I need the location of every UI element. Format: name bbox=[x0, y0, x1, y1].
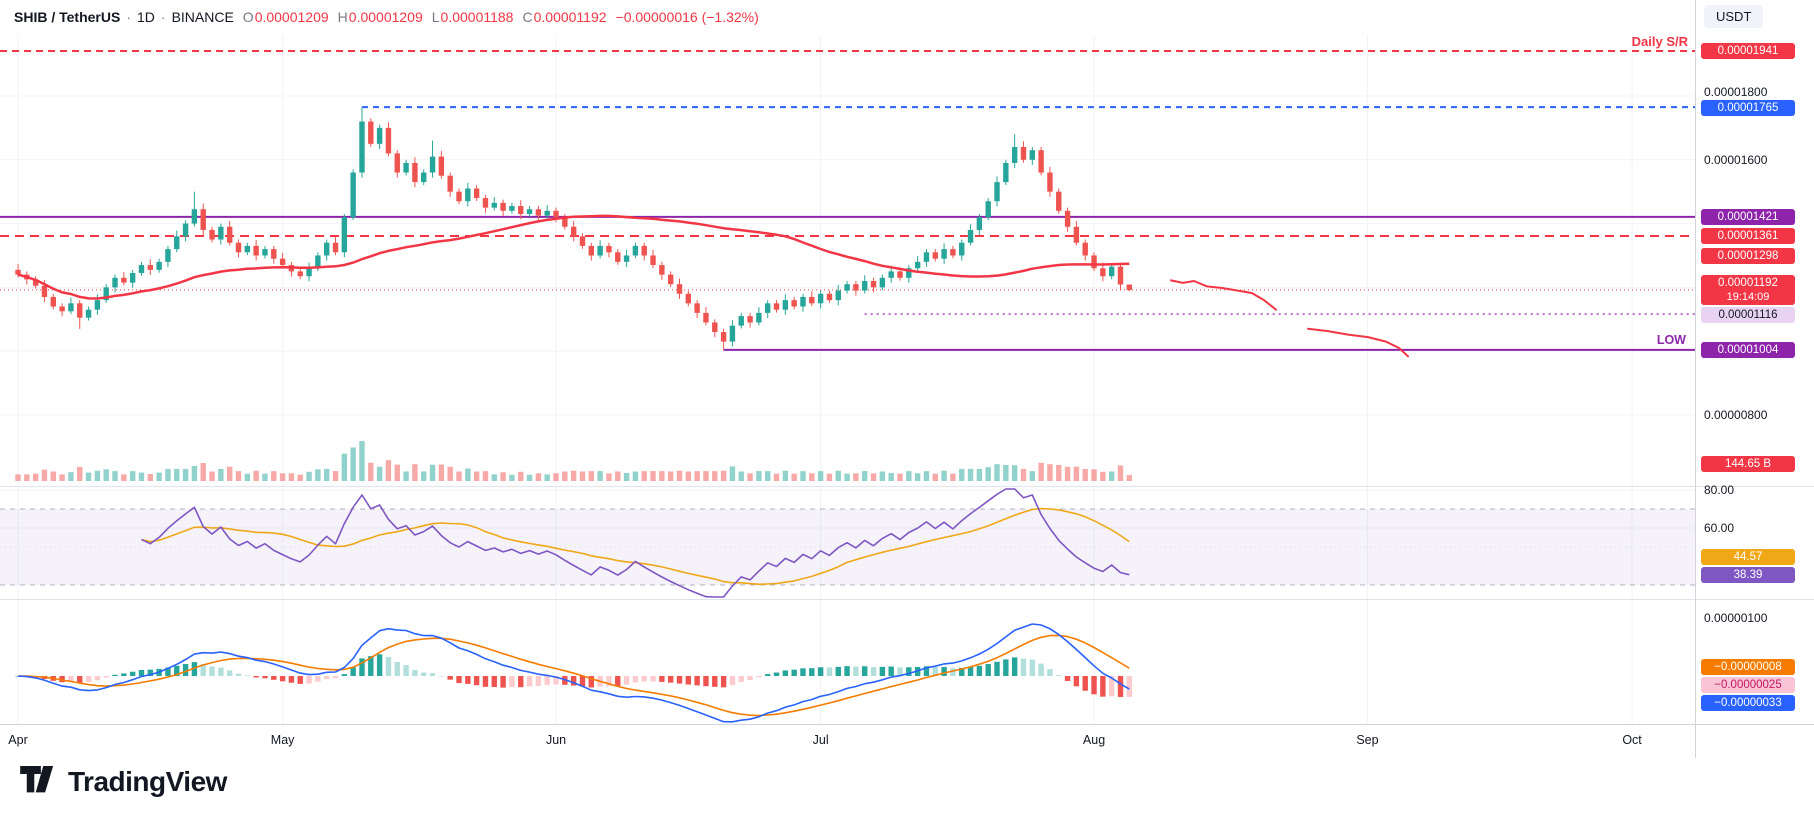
macd-hist-value-badge: −0.00000025 bbox=[1701, 677, 1795, 693]
macd-value-badge: −0.00000033 bbox=[1701, 695, 1795, 711]
interval-label[interactable]: 1D bbox=[136, 9, 155, 25]
price-scale-label: 0.00000100 bbox=[1704, 611, 1768, 625]
rsi-band bbox=[0, 508, 1695, 586]
price-scale-label: 0.00001600 bbox=[1704, 153, 1768, 167]
time-axis-label-sep: Sep bbox=[1356, 733, 1379, 747]
separator-dot: · bbox=[126, 9, 131, 25]
high-value: 0.00001209 bbox=[348, 9, 423, 25]
low-label: LOW bbox=[1657, 333, 1686, 347]
time-axis-label-may: May bbox=[270, 733, 295, 747]
price-scale[interactable]: 0.00001800 0.00001600 0.00000800 80.00 60.00… bbox=[1695, 0, 1814, 758]
daily-sr-label: Daily S/R bbox=[1632, 34, 1689, 49]
chart-header: SHIB / TetherUS · 1D · BINANCE O 0.000012… bbox=[0, 0, 1695, 34]
pane-separator[interactable] bbox=[0, 599, 1814, 600]
footer: TradingView bbox=[20, 766, 227, 798]
pane-separator[interactable] bbox=[0, 486, 1814, 487]
last-price-badge: 0.00001192 19:14:09 bbox=[1701, 275, 1795, 305]
time-axis-label-jul: Jul bbox=[812, 733, 829, 747]
separator-dot: · bbox=[160, 9, 166, 25]
ohlc-low: L 0.00001188 bbox=[432, 9, 514, 25]
price-scale-label: 0.00001800 bbox=[1704, 85, 1768, 99]
level-badge-1421: 0.00001421 bbox=[1701, 209, 1795, 225]
candles bbox=[15, 107, 1133, 350]
level-badge-1116: 0.00001116 bbox=[1701, 307, 1795, 323]
chart-annotations: Daily S/R LOW bbox=[1632, 34, 1689, 347]
low-label: L bbox=[431, 9, 440, 25]
open-value: 0.00001209 bbox=[254, 9, 329, 25]
level-lines bbox=[0, 50, 1695, 351]
macd-pane bbox=[15, 623, 1133, 723]
close-value: 0.00001192 bbox=[533, 9, 607, 25]
level-badge-1765: 0.00001765 bbox=[1701, 100, 1795, 116]
change-value: −0.00000016 (−1.32%) bbox=[615, 9, 759, 25]
time-axis-label-jun: Jun bbox=[545, 733, 567, 747]
time-axis-label-oct: Oct bbox=[1622, 733, 1642, 747]
macd-signal-value-badge: −0.00000008 bbox=[1701, 659, 1795, 675]
ma-value-badge: 0.00001298 bbox=[1701, 248, 1795, 264]
high-label: H bbox=[337, 9, 348, 25]
level-badge-1361: 0.00001361 bbox=[1701, 228, 1795, 244]
main-chart[interactable]: Daily S/R LOW bbox=[0, 0, 1695, 758]
price-scale-label: 0.00000800 bbox=[1704, 408, 1768, 422]
currency-toggle[interactable]: USDT bbox=[1704, 5, 1764, 28]
ma-line bbox=[17, 214, 1130, 300]
time-axis-label-apr: Apr bbox=[8, 733, 28, 747]
brand-name: TradingView bbox=[68, 766, 227, 797]
tradingview-logo[interactable] bbox=[20, 766, 58, 798]
price-scale-label: 60.00 bbox=[1704, 521, 1735, 535]
gridlines bbox=[0, 35, 1695, 724]
symbol-name[interactable]: SHIB / TetherUS bbox=[14, 9, 121, 25]
price-scale-label: 80.00 bbox=[1704, 483, 1735, 497]
ohlc-open: O 0.00001209 bbox=[243, 9, 329, 25]
open-label: O bbox=[242, 9, 254, 25]
rsi-value-badge: 38.39 bbox=[1701, 567, 1795, 583]
level-badge-1941: 0.00001941 bbox=[1701, 43, 1795, 59]
volume-value-badge: 144.65 B bbox=[1701, 456, 1795, 472]
rsi-lines bbox=[141, 488, 1130, 598]
level-badge-1004: 0.00001004 bbox=[1701, 342, 1795, 358]
close-label: C bbox=[522, 9, 533, 25]
exchange-label: BINANCE bbox=[171, 9, 234, 25]
time-axis-label-aug: Aug bbox=[1082, 733, 1106, 747]
projection-annotation bbox=[1170, 279, 1409, 358]
rsi-ma-value-badge: 44.57 bbox=[1701, 549, 1795, 565]
time-axis[interactable]: Apr May Jun Jul Aug Sep Oct bbox=[0, 724, 1814, 758]
low-value: 0.00001188 bbox=[440, 9, 514, 25]
volume-bars bbox=[15, 441, 1133, 481]
ohlc-close: C 0.00001192 bbox=[522, 9, 606, 25]
ohlc-high: H 0.00001209 bbox=[338, 9, 423, 25]
